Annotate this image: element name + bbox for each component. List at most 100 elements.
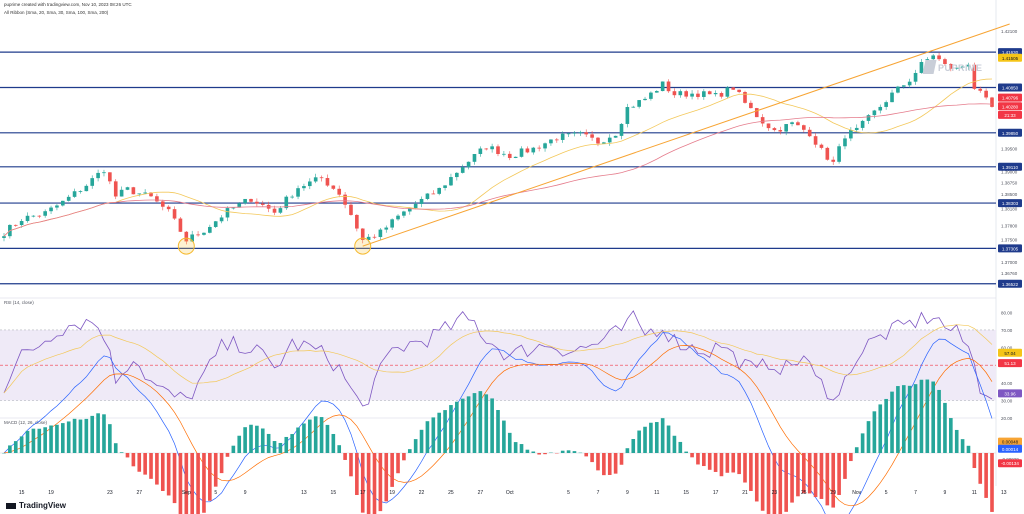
brand-name: TradingView <box>19 501 66 510</box>
macd-histogram-bar <box>202 453 206 513</box>
macd-histogram-bar <box>443 410 447 453</box>
candle <box>825 147 830 160</box>
candle <box>437 187 442 194</box>
macd-histogram-bar <box>766 453 771 514</box>
macd-histogram-bar <box>743 453 747 483</box>
macd-histogram-bar <box>625 448 630 453</box>
macd-histogram-bar <box>296 427 300 453</box>
candle <box>737 89 741 93</box>
macd-histogram-bar <box>801 453 806 494</box>
y-tick-label: 1.38180 <box>1001 207 1018 212</box>
macd-histogram-bar <box>872 411 877 453</box>
price-badge-label: 1.40796 <box>1002 96 1019 101</box>
macd-histogram-bar <box>313 416 318 453</box>
candle <box>602 142 606 144</box>
candle <box>619 123 624 136</box>
macd-histogram-bar <box>43 427 47 453</box>
macd-histogram-bar <box>937 389 941 453</box>
candle <box>896 86 900 93</box>
candle <box>343 194 347 205</box>
candle <box>513 156 518 158</box>
candle <box>666 81 671 92</box>
price-badge-label: 21:33 <box>1004 113 1016 118</box>
macd-histogram-bar <box>84 418 89 453</box>
trendline[interactable] <box>362 23 1010 247</box>
candle <box>255 201 259 204</box>
macd-histogram-bar <box>972 453 977 469</box>
y-tick-label: 1.38750 <box>1001 181 1018 186</box>
level-price-label: 1.39850 <box>1002 131 1019 136</box>
macd-histogram-bar <box>754 453 759 502</box>
macd-histogram-bar <box>13 441 18 453</box>
candle <box>284 196 289 209</box>
macd-histogram-bar <box>566 450 571 453</box>
level-price-tag <box>998 199 1022 208</box>
price-badge-label: 1.40280 <box>1002 104 1019 109</box>
macd-histogram-bar <box>654 422 659 453</box>
macd-histogram-bar <box>166 453 171 496</box>
candle <box>302 186 306 189</box>
moving-average-line <box>3 78 993 237</box>
price-badge <box>998 110 1022 119</box>
level-price-label: 1.39110 <box>1002 165 1018 170</box>
candle <box>654 91 659 93</box>
candle <box>766 123 771 129</box>
y-tick-label: 1.37800 <box>1001 224 1018 229</box>
candle <box>901 85 906 87</box>
candle <box>990 97 994 107</box>
x-tick-label: 11 <box>654 490 659 496</box>
x-tick-label: 9 <box>626 490 629 496</box>
macd-histogram-bar <box>60 423 65 453</box>
chart-header-line1: puprime created with tradingview.com, No… <box>4 2 132 7</box>
candle <box>43 211 47 216</box>
candle <box>407 208 412 212</box>
macd-histogram-bar <box>172 453 177 504</box>
macd-histogram-bar <box>854 447 859 453</box>
rsi-tick-label: 40.00 <box>1001 381 1013 386</box>
macd-histogram-bar <box>684 451 689 453</box>
candle <box>355 214 359 229</box>
macd-histogram-bar <box>225 453 230 457</box>
candle <box>125 187 130 190</box>
puprime-logo-icon <box>922 60 937 74</box>
macd-histogram-bar <box>643 426 647 453</box>
candle <box>584 132 589 135</box>
macd-histogram-bar <box>790 453 794 503</box>
macd-histogram-bar <box>484 394 489 453</box>
level-price-tag <box>998 128 1022 137</box>
macd-histogram-bar <box>702 453 706 467</box>
candle <box>290 196 294 198</box>
macd-badge-label: 0.00014 <box>1002 447 1019 452</box>
level-price-label: 1.37305 <box>1002 246 1019 251</box>
candle <box>672 91 677 96</box>
macd-histogram-bar <box>584 453 589 457</box>
macd-histogram-bar <box>807 453 812 494</box>
candle <box>790 122 794 125</box>
x-tick-label: 9 <box>244 490 247 496</box>
macd-histogram-bar <box>978 453 983 484</box>
macd-histogram-bar <box>396 453 400 474</box>
rsi-tick-label: 70.00 <box>1001 328 1013 333</box>
candle <box>801 125 806 130</box>
macd-histogram-bar <box>949 418 953 453</box>
macd-histogram-bar <box>272 441 277 453</box>
macd-histogram-bar <box>160 453 165 491</box>
rsi-badge-label: 51.13 <box>1004 361 1016 366</box>
macd-histogram-bar <box>954 429 959 453</box>
macd-histogram-bar <box>672 435 677 453</box>
candle <box>831 159 836 162</box>
candle <box>60 200 65 206</box>
macd-histogram-bar <box>984 453 988 498</box>
macd-histogram-bar <box>431 417 436 453</box>
candle <box>349 204 353 215</box>
macd-histogram-bar <box>72 418 77 453</box>
macd-histogram-bar <box>596 453 600 471</box>
candle <box>131 187 136 195</box>
macd-histogram-bar <box>901 385 906 453</box>
candle <box>425 193 430 199</box>
macd-histogram-bar <box>513 442 518 453</box>
candle <box>754 108 759 118</box>
candle <box>854 127 859 131</box>
candle <box>143 192 147 194</box>
